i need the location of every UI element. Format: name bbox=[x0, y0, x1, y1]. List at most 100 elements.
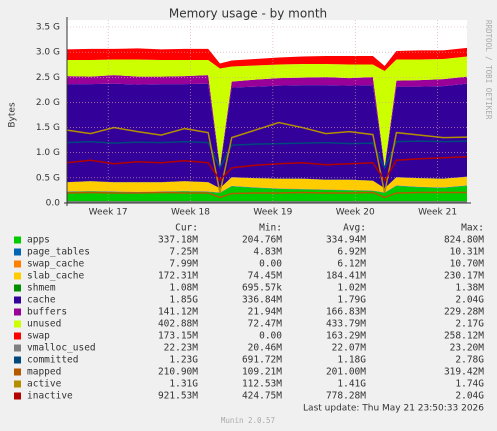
stat-value: 921.53M bbox=[158, 391, 198, 402]
legend-swatch bbox=[14, 308, 21, 316]
line bbox=[66, 191, 467, 199]
footer: Munin 2.0.57 bbox=[221, 416, 275, 425]
legend-label: buffers bbox=[27, 307, 67, 318]
legend-label: vmalloc_used bbox=[27, 343, 96, 354]
stat-value: 4.83M bbox=[253, 247, 282, 258]
x-tick-label: Week 18 bbox=[171, 208, 210, 218]
y-tick-label: 3.0 G bbox=[36, 48, 60, 58]
stat-value: 1.23G bbox=[169, 355, 198, 366]
area bbox=[67, 75, 467, 169]
legend-swatch bbox=[14, 236, 21, 244]
legend-swatch bbox=[14, 320, 21, 328]
stat-value: 0.00 bbox=[259, 331, 282, 342]
stat-value: 112.53M bbox=[242, 379, 282, 390]
legend-label: mapped bbox=[27, 367, 61, 378]
stat-value: 1.74G bbox=[455, 379, 484, 390]
stat-value: 1.41G bbox=[337, 379, 366, 390]
stat-value: 424.75M bbox=[242, 391, 282, 402]
stat-value: 2.04G bbox=[455, 295, 484, 306]
stat-value: 319.42M bbox=[444, 367, 484, 378]
stat-header: Max: bbox=[461, 223, 484, 234]
y-tick-label: 2.5 G bbox=[36, 73, 60, 83]
legend-swatch bbox=[14, 260, 21, 268]
stat-value: 695.57k bbox=[242, 283, 282, 294]
stat-value: 172.31M bbox=[158, 271, 198, 282]
legend-swatch bbox=[14, 392, 21, 400]
legend-swatch bbox=[14, 344, 21, 352]
stat-value: 20.46M bbox=[248, 343, 283, 354]
chart-title: Memory usage - by month bbox=[169, 7, 327, 21]
stat-value: 23.20M bbox=[450, 343, 485, 354]
stat-value: 173.15M bbox=[158, 331, 198, 342]
legend-label: swap_cache bbox=[27, 259, 84, 270]
stat-value: 2.17G bbox=[455, 319, 484, 330]
x-tick-label: Week 17 bbox=[89, 208, 128, 218]
x-tick-label: Week 21 bbox=[418, 208, 457, 218]
y-tick-label: 3.5 G bbox=[36, 23, 60, 33]
data-layer bbox=[66, 47, 468, 203]
legend-swatch bbox=[14, 380, 21, 388]
stat-value: 22.07M bbox=[332, 343, 367, 354]
stat-value: 6.92M bbox=[337, 247, 366, 258]
stat-value: 1.08M bbox=[169, 283, 198, 294]
y-tick-label: 0.5 G bbox=[36, 173, 60, 183]
y-tick-label: 0.0 bbox=[46, 199, 61, 209]
stat-value: 210.90M bbox=[158, 367, 198, 378]
legend-label: inactive bbox=[27, 391, 73, 402]
stat-value: 1.02M bbox=[337, 283, 366, 294]
stat-value: 141.12M bbox=[158, 307, 198, 318]
line bbox=[66, 121, 468, 194]
stat-value: 163.29M bbox=[326, 331, 366, 342]
legend-swatch bbox=[14, 332, 21, 340]
stat-value: 337.18M bbox=[158, 235, 198, 246]
area bbox=[67, 47, 467, 72]
area bbox=[67, 83, 467, 189]
stat-value: 109.21M bbox=[242, 367, 282, 378]
stat-value: 7.25M bbox=[169, 247, 198, 258]
area bbox=[67, 56, 467, 167]
stat-value: 336.84M bbox=[242, 295, 282, 306]
stat-header: Min: bbox=[259, 223, 282, 234]
stat-value: 74.45M bbox=[248, 271, 283, 282]
stat-value: 778.28M bbox=[326, 391, 366, 402]
legend-label: shmem bbox=[27, 283, 56, 294]
area bbox=[67, 176, 467, 193]
legend-swatch bbox=[14, 296, 21, 304]
stat-value: 204.76M bbox=[242, 235, 282, 246]
last-update: Last update: Thu May 21 23:50:33 2026 bbox=[303, 404, 484, 414]
stat-value: 10.70M bbox=[450, 259, 485, 270]
side-text: RRDTOOL / TOBI OETIKER bbox=[484, 20, 493, 120]
legend-swatch bbox=[14, 248, 21, 256]
stat-value: 2.04G bbox=[455, 391, 484, 402]
x-tick-label: Week 20 bbox=[336, 208, 375, 218]
y-tick-label: 2.0 G bbox=[36, 98, 60, 108]
line bbox=[66, 155, 468, 182]
stat-value: 230.17M bbox=[444, 271, 484, 282]
stat-header: Cur: bbox=[175, 223, 198, 234]
legend-label: apps bbox=[27, 235, 50, 246]
legend-label: cache bbox=[27, 295, 56, 306]
stat-value: 7.99M bbox=[169, 259, 198, 270]
y-axis-label: Bytes bbox=[8, 102, 18, 128]
stat-header: Avg: bbox=[343, 223, 366, 234]
legend-label: swap bbox=[27, 331, 50, 342]
legend-label: committed bbox=[27, 355, 78, 366]
stat-value: 691.72M bbox=[242, 355, 282, 366]
stat-value: 229.28M bbox=[444, 307, 484, 318]
legend-swatch bbox=[14, 368, 21, 376]
stat-value: 72.47M bbox=[248, 319, 283, 330]
legend-label: unused bbox=[27, 319, 61, 330]
stat-value: 2.78G bbox=[455, 355, 484, 366]
stat-value: 201.00M bbox=[326, 367, 366, 378]
stat-value: 402.88M bbox=[158, 319, 198, 330]
stat-value: 258.12M bbox=[444, 331, 484, 342]
area bbox=[67, 185, 467, 203]
stat-value: 22.23M bbox=[164, 343, 199, 354]
stat-value: 1.38M bbox=[455, 283, 484, 294]
stat-value: 1.79G bbox=[337, 295, 366, 306]
stat-value: 1.18G bbox=[337, 355, 366, 366]
stat-value: 433.79M bbox=[326, 319, 366, 330]
stat-value: 184.41M bbox=[326, 271, 366, 282]
stat-value: 10.31M bbox=[450, 247, 485, 258]
